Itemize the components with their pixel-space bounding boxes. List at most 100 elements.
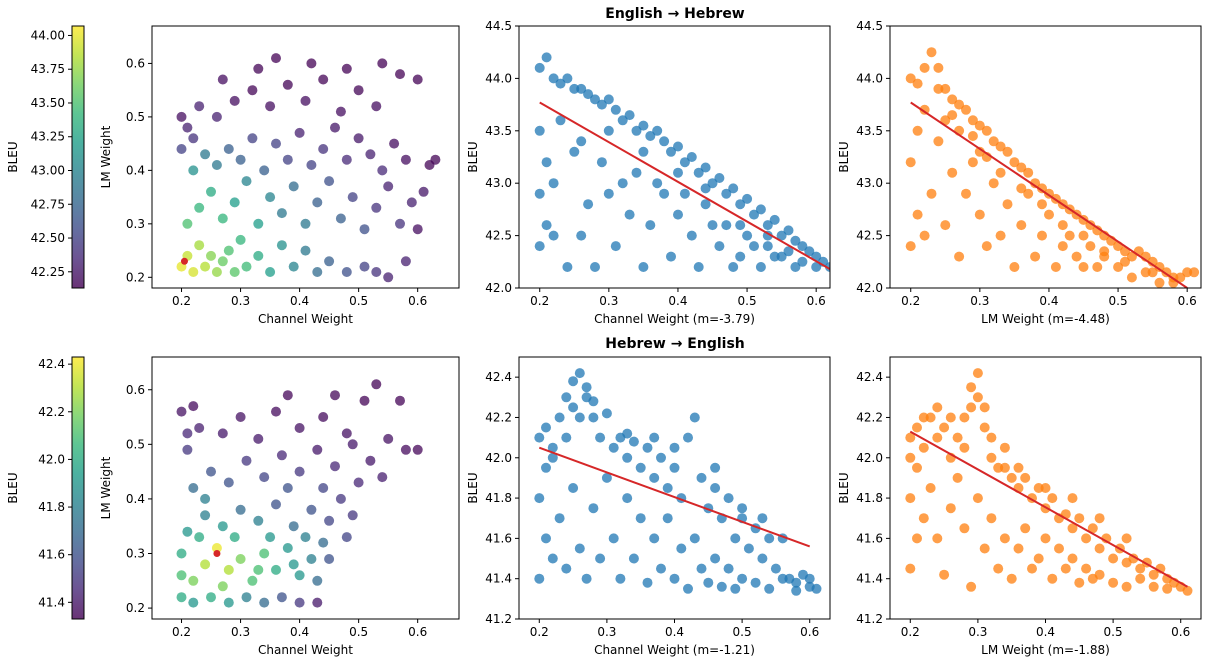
data-point xyxy=(735,251,746,262)
data-point xyxy=(1037,199,1047,210)
data-point xyxy=(1120,256,1130,267)
y-tick-label: 43.5 xyxy=(856,124,883,138)
data-point xyxy=(200,261,211,272)
data-point xyxy=(669,462,680,473)
x-axis-label: Channel Weight xyxy=(258,312,353,326)
data-point xyxy=(959,523,970,534)
data-point xyxy=(335,493,346,504)
colorbar-r2c1: 41.4 41.6 41.8 42.0 42.2 42.4 BLEU xyxy=(6,356,85,620)
data-point xyxy=(1067,493,1078,504)
data-point xyxy=(377,58,388,69)
data-point xyxy=(400,154,411,165)
axes-frame xyxy=(889,25,1202,289)
data-point xyxy=(176,111,187,122)
data-point xyxy=(1092,225,1103,236)
data-point xyxy=(790,262,801,272)
data-point xyxy=(206,186,216,197)
data-point xyxy=(624,110,635,121)
data-point xyxy=(1057,241,1068,252)
data-point xyxy=(211,160,222,170)
data-point xyxy=(986,432,997,443)
data-point xyxy=(206,466,216,477)
data-point xyxy=(347,510,358,521)
data-point xyxy=(353,477,364,488)
data-point xyxy=(993,563,1004,574)
data-point xyxy=(1040,533,1051,544)
data-point xyxy=(1044,209,1054,220)
data-point xyxy=(721,188,732,199)
data-point xyxy=(574,543,585,554)
data-point xyxy=(300,532,311,543)
data-point xyxy=(1016,183,1027,194)
data-point xyxy=(1040,483,1051,493)
y-tick-label: 44.5 xyxy=(485,19,512,33)
data-point xyxy=(561,392,572,403)
data-point xyxy=(341,63,352,74)
data-point xyxy=(176,592,187,603)
data-point xyxy=(974,120,985,131)
data-point xyxy=(288,261,299,272)
data-point xyxy=(940,83,951,94)
y-tick-label: 41.8 xyxy=(485,491,512,505)
y-tick-label: 42.5 xyxy=(485,229,512,243)
plot-r1c2: 0.2 0.3 0.4 0.5 0.6 42.0 42.5 43.0 43.5 44.0 44.5 C… xyxy=(466,19,831,326)
data-point xyxy=(755,262,766,272)
data-point xyxy=(622,428,633,439)
data-point xyxy=(271,564,281,575)
data-point xyxy=(312,575,323,586)
data-point xyxy=(939,569,950,580)
points-r1c1 xyxy=(176,53,441,283)
data-point xyxy=(341,154,352,165)
colorbar-tick-label: 43.25 xyxy=(31,130,65,144)
colorbar-tick-label: 43.00 xyxy=(31,164,65,178)
data-point xyxy=(276,208,287,219)
data-point xyxy=(288,521,299,532)
colorbar-bar xyxy=(71,25,85,289)
data-point xyxy=(282,390,293,401)
x-tick-label: 0.2 xyxy=(172,625,191,639)
data-point xyxy=(247,85,258,96)
data-point xyxy=(603,125,614,136)
data-point xyxy=(986,513,997,524)
regression-line xyxy=(538,446,811,548)
data-point xyxy=(188,401,199,412)
data-point xyxy=(534,188,545,199)
data-point xyxy=(574,368,585,379)
data-point xyxy=(995,167,1006,178)
data-point xyxy=(974,146,985,157)
data-point xyxy=(710,483,721,493)
data-point xyxy=(1154,262,1165,272)
data-point xyxy=(1189,267,1200,278)
data-point xyxy=(1081,563,1092,574)
data-point xyxy=(223,144,234,154)
data-point xyxy=(235,412,246,422)
data-point xyxy=(229,532,240,543)
data-point xyxy=(400,444,411,455)
data-point xyxy=(905,157,916,168)
data-point xyxy=(776,230,787,241)
data-point xyxy=(1006,472,1017,483)
data-point xyxy=(253,250,264,261)
data-point xyxy=(259,597,270,608)
data-point xyxy=(673,209,683,220)
x-tick-label: 0.5 xyxy=(733,625,752,639)
data-point xyxy=(306,504,317,515)
colorbar-r1c1: 42.25 42.50 42.75 43.00 43.25 43.50 43.75 44.00… xyxy=(6,25,85,289)
data-point xyxy=(335,106,346,117)
data-point xyxy=(300,245,311,256)
data-point xyxy=(294,570,305,581)
x-axis-label: Channel Weight (m=-3.79) xyxy=(594,312,755,326)
y-tick-label: 43.5 xyxy=(485,124,512,138)
data-point xyxy=(576,83,587,94)
data-point xyxy=(622,493,633,504)
data-point xyxy=(555,115,566,126)
data-point xyxy=(947,110,958,121)
data-point xyxy=(188,597,199,608)
x-tick-label: 0.6 xyxy=(1171,625,1190,639)
x-tick-label: 0.4 xyxy=(668,294,687,308)
data-point xyxy=(223,245,234,256)
data-point xyxy=(330,390,340,401)
data-point xyxy=(979,402,990,413)
data-point xyxy=(282,483,293,493)
data-point xyxy=(974,209,985,220)
